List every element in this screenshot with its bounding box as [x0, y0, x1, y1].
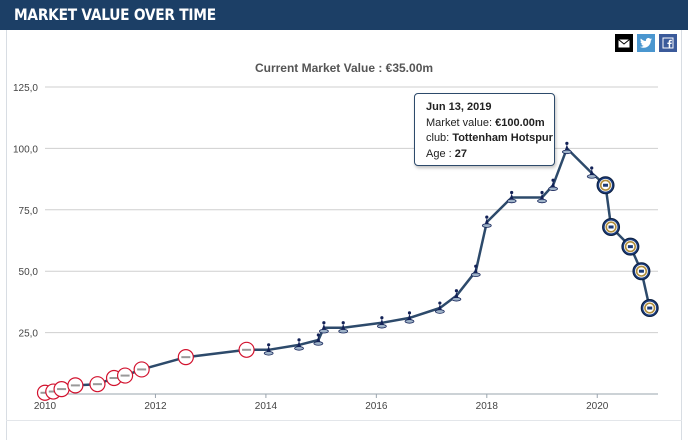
tooltip-age-label: Age :	[426, 147, 452, 160]
data-point-tottenham	[437, 304, 442, 311]
data-point-tottenham	[551, 181, 556, 188]
x-tick-label: 2016	[365, 401, 388, 412]
share-facebook-button[interactable]	[659, 34, 677, 52]
data-point-tottenham-head	[380, 316, 384, 320]
data-point-tottenham	[509, 193, 514, 200]
y-tick-label: 75,0	[19, 206, 39, 217]
data-point-ajax-crest	[40, 391, 50, 394]
chart-title: Current Market Value : €35.00m	[254, 61, 434, 75]
data-point-tottenham-head	[485, 215, 489, 219]
share-twitter-button[interactable]	[637, 34, 655, 52]
data-point-tottenham-head	[297, 338, 301, 342]
data-point-inter-letters	[647, 306, 653, 310]
data-point-tottenham	[297, 340, 302, 347]
data-point-tottenham-ball	[434, 309, 445, 314]
chart-tooltip: Jun 13, 2019 Market value: €100.00m club…	[414, 93, 555, 166]
data-point-tottenham-ball	[548, 186, 558, 191]
data-point-tottenham-ball	[263, 351, 274, 356]
data-point-ajax-crest	[242, 348, 252, 351]
data-point-tottenham	[316, 335, 321, 342]
twitter-icon	[640, 38, 652, 48]
tooltip-value-row: Market value: €100.00m	[426, 116, 554, 132]
data-point-ajax-crest	[70, 384, 80, 387]
series-line	[44, 147, 651, 395]
data-point-tottenham-head	[474, 264, 478, 268]
data-point-tottenham-ball	[404, 319, 415, 324]
panel-border-left	[6, 30, 7, 440]
data-point-tottenham-head	[540, 190, 544, 195]
data-point-tottenham	[473, 267, 478, 274]
panel-border-right	[681, 30, 682, 440]
data-point-ajax-crest	[137, 368, 147, 371]
tooltip-club: Tottenham Hotspur	[452, 132, 553, 144]
data-point-tottenham-head	[322, 321, 326, 325]
data-point-tottenham	[484, 218, 489, 225]
data-point-tottenham-head	[438, 301, 442, 305]
data-point-tottenham-head	[407, 311, 412, 315]
data-point-ajax-crest	[109, 377, 119, 380]
data-point-inter-letters	[627, 245, 633, 249]
data-point-inter-letters	[638, 269, 644, 273]
data-point-inter-letters	[608, 225, 614, 229]
data-point-tottenham	[407, 313, 412, 320]
data-point-tottenham-ball	[506, 198, 517, 204]
data-point-tottenham-head	[267, 343, 271, 347]
data-point-tottenham-head	[551, 178, 555, 182]
mail-icon	[618, 38, 630, 47]
x-tick-label: 2018	[476, 401, 499, 412]
x-tick-label: 2010	[34, 401, 57, 412]
tooltip-club-label: club:	[426, 132, 450, 144]
tooltip-value-label: Market value:	[426, 116, 493, 129]
tooltip-age-row: Age : 27	[426, 147, 554, 163]
data-point-tottenham	[589, 168, 594, 175]
data-point-tottenham-head	[565, 141, 569, 145]
share-email-button[interactable]	[615, 34, 633, 52]
data-point-inter-letters	[603, 183, 609, 187]
data-point-tottenham	[341, 323, 346, 330]
data-point-tottenham-head	[510, 190, 514, 195]
data-point-tottenham-ball	[451, 297, 462, 302]
data-point-tottenham-ball	[318, 328, 329, 334]
data-point-ajax-crest	[57, 388, 67, 391]
y-tick-label: 125,0	[13, 83, 38, 94]
data-point-tottenham	[454, 291, 459, 298]
data-point-tottenham-ball	[586, 174, 597, 179]
x-tick-label: 2020	[586, 401, 609, 412]
data-point-tottenham-head	[341, 321, 345, 325]
data-point-tottenham-head	[590, 166, 594, 170]
panel-divider	[6, 420, 682, 421]
data-point-ajax-crest	[181, 356, 191, 359]
data-point-tottenham-ball	[537, 198, 547, 204]
data-point-tottenham-ball	[376, 324, 387, 329]
data-point-tottenham-head	[454, 289, 459, 293]
data-point-tottenham-ball	[561, 149, 572, 155]
data-point-ajax-crest	[92, 383, 102, 386]
data-point-tottenham	[321, 323, 326, 330]
tooltip-value: €100.00m	[495, 116, 545, 129]
x-tick-label: 2014	[255, 401, 278, 412]
data-point-tottenham	[564, 144, 569, 151]
tooltip-date: Jun 13, 2019	[426, 101, 492, 113]
data-point-tottenham-ball	[338, 328, 349, 334]
data-point-tottenham-ball	[481, 223, 492, 228]
data-point-tottenham	[540, 193, 545, 200]
y-tick-label: 25,0	[19, 329, 39, 340]
data-point-tottenham-ball	[294, 346, 304, 351]
data-point-tottenham-ball	[313, 341, 324, 346]
data-point-tottenham	[379, 318, 384, 325]
x-tick-label: 2012	[144, 401, 167, 412]
data-point-ajax-crest	[120, 374, 130, 377]
facebook-icon	[662, 37, 674, 49]
tooltip-club-row: club: Tottenham Hotspur	[426, 131, 554, 147]
data-point-tottenham-ball	[470, 272, 481, 277]
tooltip-age: 27	[454, 147, 467, 160]
section-title: MARKET VALUE OVER TIME	[14, 5, 216, 24]
y-tick-label: 50,0	[19, 267, 39, 278]
data-point-tottenham	[266, 345, 271, 352]
y-tick-label: 100,0	[13, 144, 38, 155]
header-bar: MARKET VALUE OVER TIME	[0, 0, 688, 30]
data-point-tottenham-head	[316, 333, 320, 337]
data-point-ajax-crest	[48, 390, 58, 393]
